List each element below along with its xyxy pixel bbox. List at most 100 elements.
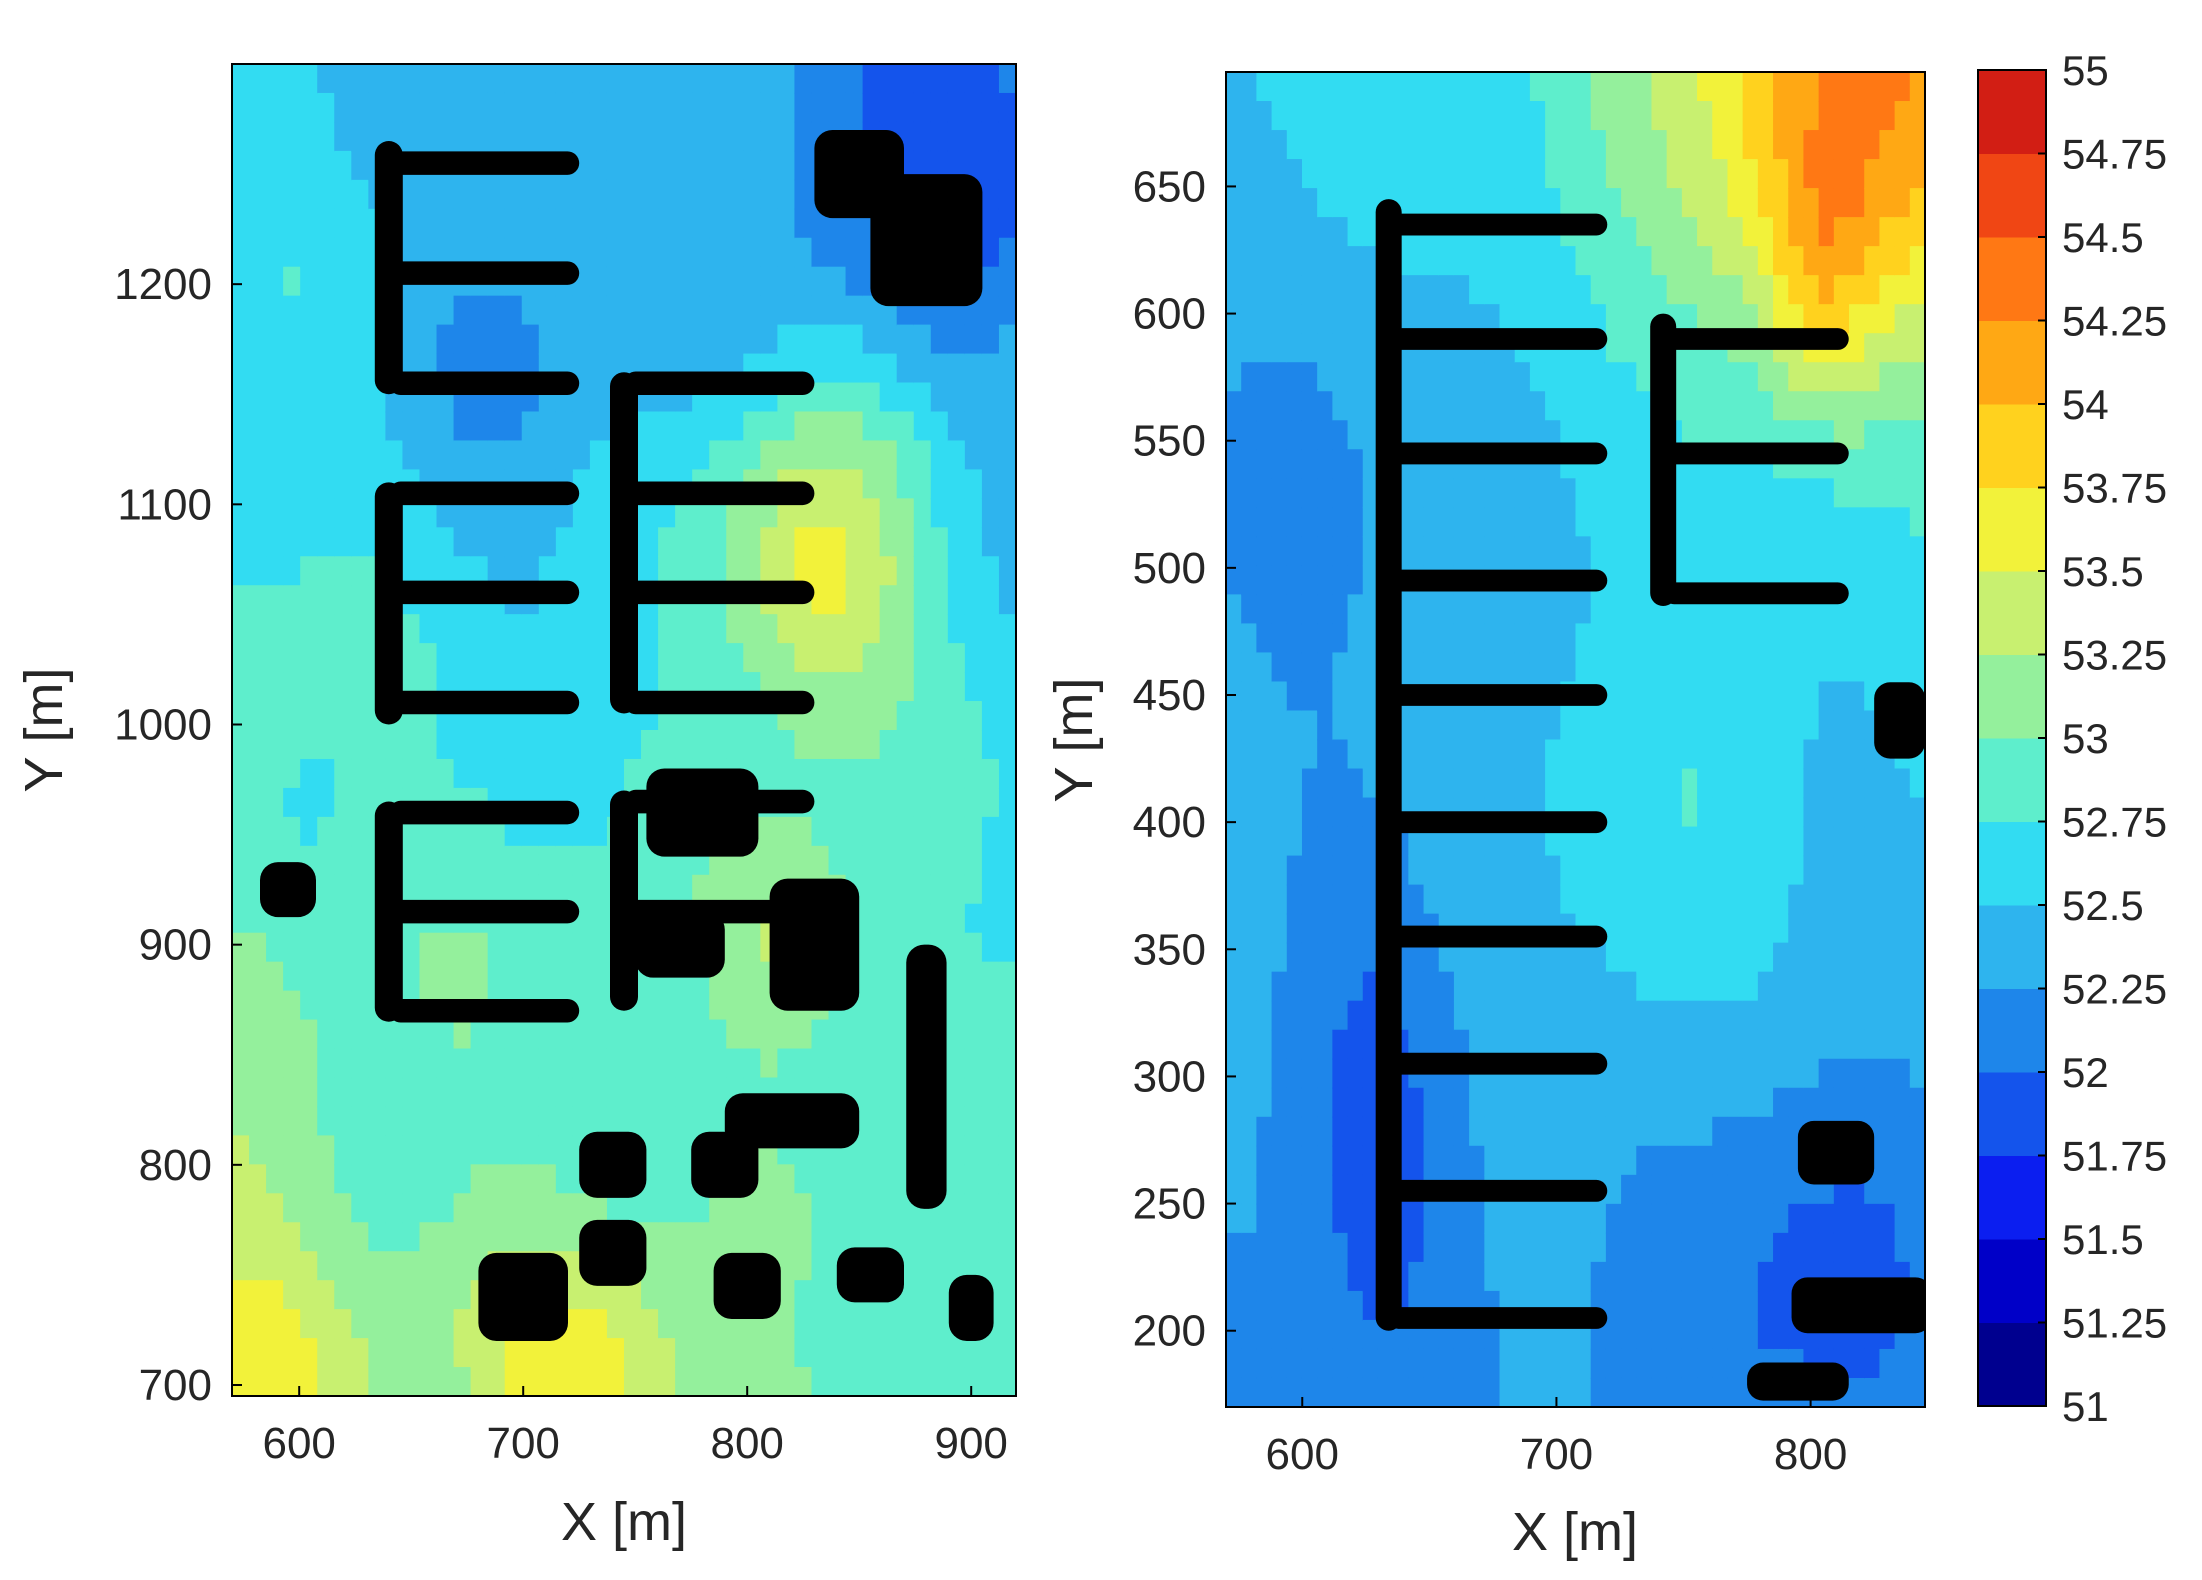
contour-cell bbox=[419, 1164, 438, 1195]
contour-cell bbox=[760, 237, 779, 268]
contour-cell bbox=[1697, 971, 1714, 1002]
contour-cell bbox=[572, 1106, 591, 1137]
contour-cell bbox=[402, 961, 421, 992]
contour-cell bbox=[300, 1367, 319, 1396]
contour-cell bbox=[998, 1251, 1016, 1281]
contour-cell bbox=[283, 1222, 301, 1253]
contour-cell bbox=[283, 382, 301, 413]
contour-cell bbox=[1469, 768, 1486, 799]
contour-cell bbox=[1833, 1058, 1850, 1089]
contour-cell bbox=[606, 179, 625, 210]
contour-cell bbox=[1271, 768, 1288, 799]
contour-cell bbox=[1469, 1000, 1486, 1031]
contour-cell bbox=[589, 527, 608, 558]
contour-cell bbox=[1301, 362, 1318, 393]
contour-cell bbox=[1712, 1058, 1729, 1089]
contour-cell bbox=[436, 324, 455, 355]
contour-cell bbox=[1697, 855, 1714, 886]
contour-cell bbox=[692, 1251, 711, 1281]
contour-cell bbox=[419, 527, 438, 558]
contour-cell bbox=[1742, 942, 1759, 973]
contour-cell bbox=[1712, 681, 1729, 712]
contour-cell bbox=[1849, 1377, 1866, 1407]
contour-cell bbox=[641, 990, 659, 1021]
contour-cell bbox=[487, 614, 506, 644]
contour-cell bbox=[743, 498, 762, 529]
contour-cell bbox=[436, 121, 455, 152]
contour-cell bbox=[1226, 304, 1242, 334]
contour-cell bbox=[1301, 1261, 1318, 1292]
contour-cell bbox=[1773, 1174, 1790, 1205]
contour-cell bbox=[249, 150, 267, 181]
contour-cell bbox=[879, 874, 898, 905]
contour-cell bbox=[1788, 130, 1805, 160]
contour-cell bbox=[1742, 478, 1759, 509]
contour-cell bbox=[1803, 942, 1820, 973]
contour-cell bbox=[828, 758, 847, 789]
contour-cell bbox=[266, 1019, 284, 1050]
contour-cell bbox=[1621, 1377, 1638, 1407]
contour-cell bbox=[1438, 275, 1455, 305]
contour-cell bbox=[351, 614, 370, 644]
contour-cell bbox=[1621, 304, 1638, 334]
contour-cell bbox=[1347, 1377, 1364, 1407]
contour-cell bbox=[743, 179, 762, 210]
contour-cell bbox=[896, 1367, 915, 1396]
contour-cell bbox=[1651, 971, 1668, 1002]
contour-cell bbox=[1621, 1058, 1638, 1089]
y-tick-label: 600 bbox=[1133, 290, 1206, 339]
contour-cell bbox=[436, 730, 455, 760]
contour-cell bbox=[947, 469, 966, 500]
contour-cell bbox=[1241, 942, 1258, 973]
contour-cell bbox=[1833, 159, 1850, 189]
contour-cell bbox=[1681, 623, 1698, 654]
contour-cell bbox=[1301, 536, 1318, 567]
contour-cell bbox=[334, 1106, 353, 1137]
contour-cell bbox=[1560, 304, 1577, 334]
contour-cell bbox=[879, 903, 898, 934]
contour-cell bbox=[1636, 159, 1653, 189]
contour-cell bbox=[1560, 710, 1577, 741]
contour-cell bbox=[555, 64, 574, 94]
contour-cell bbox=[1332, 72, 1349, 102]
contour-cell bbox=[1833, 72, 1850, 102]
contour-cell bbox=[879, 1135, 898, 1166]
contour-cell bbox=[1773, 1290, 1790, 1321]
contour-cell bbox=[1651, 884, 1668, 915]
contour-cell bbox=[1423, 1029, 1440, 1060]
contour-cell bbox=[1590, 826, 1607, 857]
contour-cell bbox=[1636, 1261, 1653, 1292]
contour-cell bbox=[453, 643, 472, 673]
contour-cell bbox=[896, 440, 915, 471]
contour-cell bbox=[1377, 72, 1394, 102]
contour-cell bbox=[1560, 1000, 1577, 1031]
contour-cell bbox=[811, 672, 830, 702]
contour-cell bbox=[1514, 159, 1531, 189]
contour-cell bbox=[1651, 1290, 1668, 1321]
contour-cell bbox=[1818, 217, 1835, 247]
contour-cell bbox=[402, 1338, 421, 1368]
contour-cell bbox=[624, 179, 642, 210]
contour-cell bbox=[1742, 1116, 1759, 1147]
contour-cell bbox=[675, 1367, 693, 1396]
contour-cell bbox=[1377, 130, 1394, 160]
contour-cell bbox=[845, 1338, 864, 1368]
contour-cell bbox=[1605, 101, 1622, 131]
contour-cell bbox=[1879, 275, 1896, 305]
contour-cell bbox=[1605, 1029, 1622, 1060]
obstacle-block bbox=[769, 878, 860, 1011]
contour-cell bbox=[1301, 391, 1318, 422]
y-tick-label: 300 bbox=[1133, 1052, 1206, 1101]
contour-cell bbox=[1347, 1058, 1364, 1089]
contour-cell bbox=[368, 1338, 387, 1368]
contour-cell bbox=[487, 324, 506, 355]
contour-cell bbox=[232, 845, 250, 876]
contour-cell bbox=[1241, 594, 1258, 625]
contour-cell bbox=[1681, 478, 1698, 509]
obstacle-block bbox=[870, 174, 983, 307]
contour-cell bbox=[1651, 1232, 1668, 1263]
contour-cell bbox=[283, 353, 301, 384]
contour-cell bbox=[1469, 304, 1486, 334]
contour-cell bbox=[1727, 797, 1744, 828]
contour-cell bbox=[777, 150, 796, 181]
